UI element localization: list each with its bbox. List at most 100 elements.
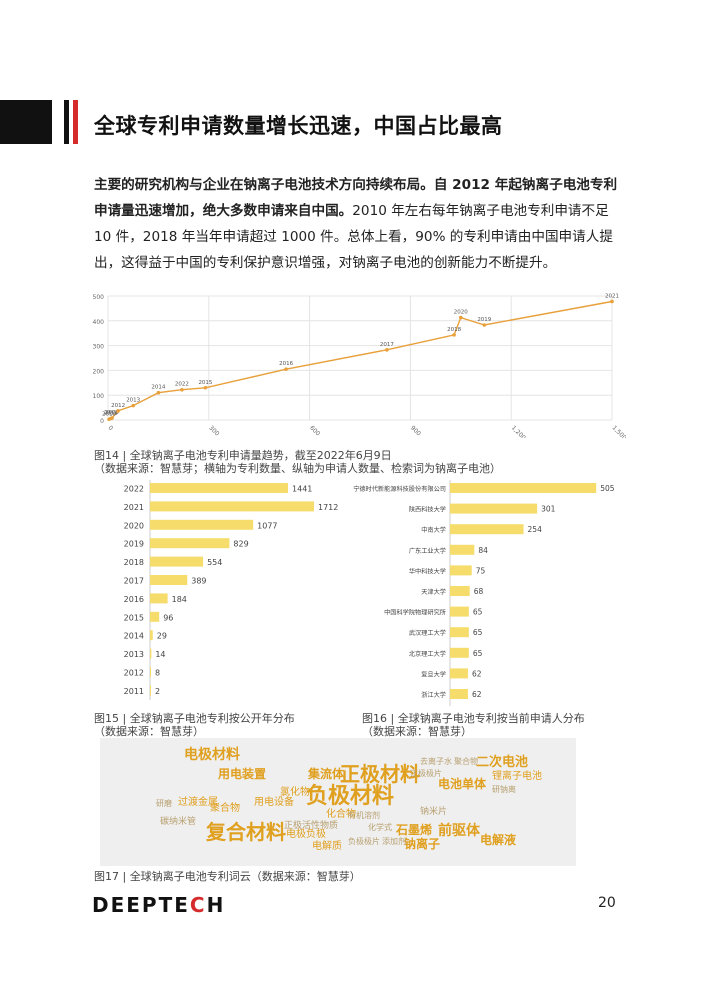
wordcloud-word: 石墨烯	[396, 823, 433, 837]
deeptech-logo: DEEPTECH	[92, 893, 225, 917]
fig15-bar	[150, 685, 151, 696]
fig14-point-label: 2011	[104, 411, 118, 417]
fig14-point-label: 2018	[447, 327, 461, 333]
fig16-bar-chart: 宁德时代新能源科技股份有限公司 505 陕西科技大学 301 中南大学 254 广东工业大学…	[353, 480, 615, 706]
fig14-point	[482, 323, 487, 327]
header-black-block	[0, 100, 52, 144]
wordcloud-word: 正极材料	[340, 762, 420, 786]
fig16-category-label: 广东工业大学	[409, 547, 446, 555]
fig14-ytick: 0	[100, 418, 104, 425]
wordcloud-word: 钠离子	[404, 837, 441, 851]
fig15-bar	[150, 593, 168, 604]
fig16-value-label: 301	[541, 505, 556, 514]
fig17-caption: 图17 | 全球钠离子电池专利词云（数据来源：智慧芽）	[94, 870, 361, 883]
fig16-bar	[450, 565, 472, 576]
wordcloud-word: 添加剂	[382, 837, 406, 846]
wordcloud-word: 正极极片	[410, 769, 442, 778]
fig14-point	[452, 333, 456, 337]
logo-text-3: H	[206, 893, 226, 917]
fig16-category-label: 中国科学院物理研究所	[384, 609, 446, 617]
wordcloud-word: 电解液	[480, 833, 517, 847]
fig14-point-label: 2010	[102, 411, 116, 417]
fig16-category-label: 华中科技大学	[409, 567, 446, 575]
fig14-ytick: 400	[93, 319, 105, 326]
wordcloud-word: 有机溶剂	[348, 811, 380, 820]
wordcloud-word: 碳纳米管	[160, 817, 197, 827]
wordcloud-word: 用电装置	[218, 767, 267, 781]
wordcloud-word: 聚合物	[210, 803, 240, 814]
wordcloud-word: 二次电池	[476, 755, 529, 770]
wordcloud-word: 电极材料	[184, 747, 240, 763]
fig16-value-label: 62	[472, 690, 482, 699]
fig14-point-label: 2019	[477, 317, 491, 323]
fig15-value-label: 1077	[257, 521, 277, 530]
section-title: 全球专利申请数量增长迅速，中国占比最高	[94, 114, 503, 138]
fig15-bar	[150, 667, 151, 677]
fig14-xtick: 0	[107, 424, 115, 432]
fig14-xtick: 300	[207, 424, 220, 437]
fig14-line-chart: 0 100 200 300 400 500 0 300 600 900 1,200 1,500 201…	[93, 293, 626, 438]
wordcloud-word: 集流体	[308, 767, 345, 781]
fig15-category-label: 2018	[124, 558, 144, 567]
fig14-xtick: 1,500	[611, 424, 626, 438]
fig15-category-label: 2012	[124, 669, 144, 678]
fig15-category-label: 2022	[124, 485, 144, 494]
fig14-ytick: 200	[93, 368, 105, 375]
fig16-bar	[450, 689, 468, 699]
fig15-value-label: 29	[157, 632, 167, 641]
fig15-value-label: 184	[172, 595, 187, 604]
fig16-value-label: 65	[473, 649, 483, 658]
fig15-bar	[150, 630, 153, 641]
fig14-point-label: 2016	[279, 361, 293, 367]
fig14-point-label: 2014	[151, 385, 165, 391]
wordcloud-word: 复合材料	[206, 820, 286, 844]
fig16-value-label: 505	[600, 484, 615, 493]
fig14-point	[284, 367, 288, 371]
fig16-value-label: 62	[472, 669, 482, 678]
fig15-value-label: 14	[155, 650, 165, 659]
fig15-bar	[150, 501, 314, 512]
fig16-bar	[450, 524, 524, 535]
logo-text-1: DEEPTE	[92, 893, 190, 917]
fig16-category-label: 宁德时代新能源科技股份有限公司	[353, 485, 446, 493]
fig14-point	[459, 315, 463, 320]
fig16-category-label: 北京理工大学	[409, 650, 446, 658]
fig16-value-label: 65	[473, 628, 483, 637]
wordcloud-word: 氯化物	[280, 787, 310, 798]
fig14-point-label: 2022	[175, 382, 189, 388]
wordcloud-word: 钠米片	[420, 807, 448, 817]
wordcloud-word: 研磨	[156, 799, 172, 808]
fig15-value-label: 389	[191, 577, 206, 586]
fig14-point-label: 2021	[605, 293, 619, 299]
wordcloud-word: 电解质	[312, 841, 342, 852]
fig14-ytick: 100	[93, 393, 105, 400]
fig16-category-label: 浙江大学	[421, 691, 446, 699]
wordcloud-word: 负极极片	[348, 837, 380, 846]
wordcloud-word: 研钠离	[492, 785, 516, 794]
fig16-bar	[450, 647, 469, 658]
fig14-xtick: 1,200	[510, 424, 527, 438]
fig15-value-label: 1441	[292, 485, 312, 494]
intro-normal: 2010 年左右每年钠离子电池专利申请不足 10 件，2018 年当年申请超过 …	[94, 203, 613, 271]
fig16-category-label: 天津大学	[421, 588, 446, 596]
fig15-bar	[150, 538, 230, 549]
fig15-category-label: 2015	[124, 613, 144, 622]
fig16-category-label: 复旦大学	[421, 670, 446, 678]
fig15-bar	[150, 483, 289, 493]
fig14-ytick: 500	[93, 294, 105, 301]
fig14-series-line	[108, 300, 613, 420]
fig15-category-label: 2014	[124, 632, 144, 641]
fig15-value-label: 554	[207, 558, 222, 567]
fig16-bar	[450, 503, 538, 514]
fig15-value-label: 8	[155, 669, 160, 678]
fig14-point	[385, 348, 389, 352]
fig15-caption: 图15 | 全球钠离子电池专利按公开年分布	[94, 712, 295, 725]
fig15-category-label: 2019	[124, 540, 144, 549]
fig14-point-label: 2012	[111, 403, 125, 409]
fig14-source: （数据来源：智慧芽；横轴为专利数量、纵轴为申请人数量、检索词为钠离子电池）	[94, 462, 501, 475]
logo-text-2: C	[189, 893, 207, 917]
wordcloud-word: 电池单体	[438, 777, 487, 791]
fig16-bar	[450, 668, 468, 679]
fig14-point-label: 2017	[380, 342, 394, 348]
header-red-bar	[73, 100, 78, 144]
